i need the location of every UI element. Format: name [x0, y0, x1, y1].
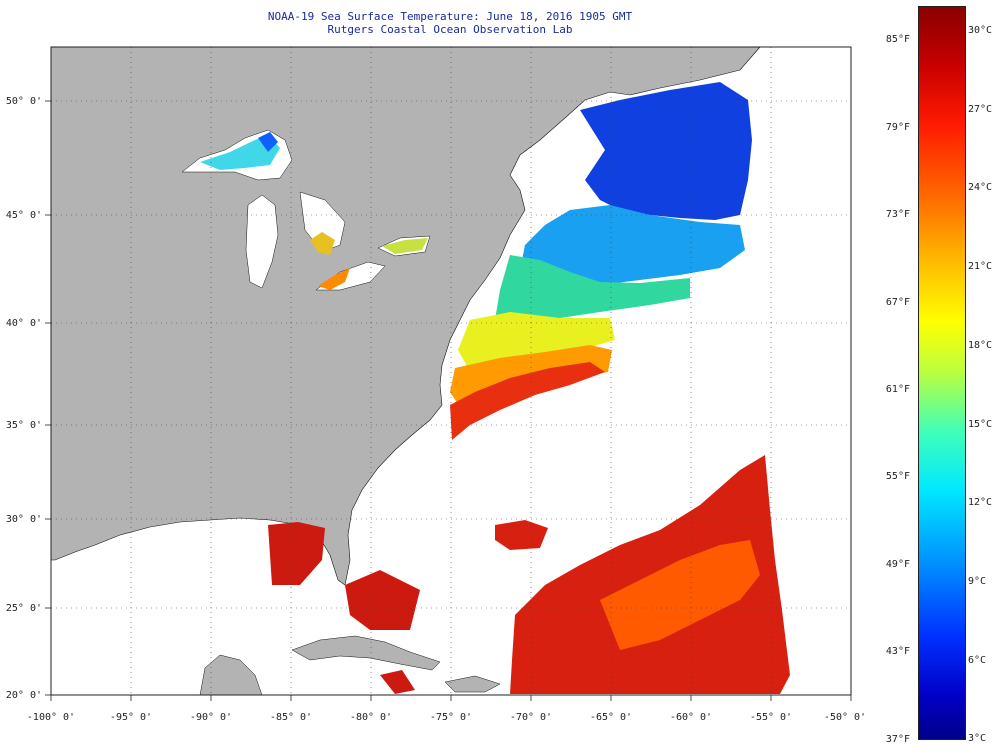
colorbar-c-label: 15°C	[968, 419, 993, 430]
lake-erie-sst	[318, 268, 350, 290]
colorbar-f-label: 49°F	[885, 559, 910, 570]
lat-label: 20° 0'	[6, 690, 42, 701]
land-north-america	[50, 46, 761, 586]
latitude-labels: 50° 0' 45° 0' 40° 0' 35° 0' 30° 0' 25° 0…	[6, 96, 42, 701]
longitude-labels: -100° 0' -95° 0' -90° 0' -85° 0' -80° 0'…	[27, 712, 866, 723]
sst-atlantic-patch	[495, 520, 548, 550]
lat-label: 45° 0'	[6, 210, 42, 221]
sst-blue-mid	[520, 205, 745, 285]
colorbar-f-label: 85°F	[885, 34, 910, 45]
colorbar-f-label: 37°F	[885, 734, 910, 745]
colorbar-c-label: 18°C	[968, 340, 993, 351]
map-subtitle: Rutgers Coastal Ocean Observation Lab	[327, 23, 573, 36]
lon-label: -60° 0'	[670, 712, 712, 723]
sst-gulf-patch	[268, 522, 325, 585]
lat-label: 50° 0'	[6, 96, 42, 107]
temperature-colorbar	[918, 6, 966, 740]
lon-label: -95° 0'	[110, 712, 152, 723]
colorbar-c-label: 9°C	[968, 576, 987, 587]
map-grid	[51, 47, 851, 695]
lake-michigan	[245, 194, 279, 289]
sst-caribbean-patch	[345, 570, 420, 630]
map-title: NOAA-19 Sea Surface Temperature: June 18…	[267, 10, 633, 23]
lake-superior-sst	[200, 135, 280, 170]
colorbar-f-label: 43°F	[885, 646, 910, 657]
sst-sargasso	[510, 455, 790, 694]
sst-cold-canada	[580, 82, 752, 220]
lon-label: -70° 0'	[510, 712, 552, 723]
sst-green-band	[495, 255, 690, 322]
lon-label: -65° 0'	[590, 712, 632, 723]
sst-yellow-band	[458, 312, 615, 368]
colorbar-f-label: 61°F	[885, 384, 910, 395]
colorbar-c-label: 24°C	[968, 182, 993, 193]
lon-label: -50° 0'	[824, 712, 866, 723]
lake-huron	[299, 191, 346, 253]
lat-label: 25° 0'	[6, 603, 42, 614]
colorbar-c-label: 6°C	[968, 655, 987, 666]
lon-label: -55° 0'	[750, 712, 792, 723]
sst-red-gulfstream	[450, 362, 605, 440]
colorbar-c-label: 12°C	[968, 497, 993, 508]
lake-michigan-sst	[310, 232, 335, 255]
sst-caribbean-south	[380, 670, 415, 694]
colorbar-f-label: 79°F	[885, 122, 910, 133]
lon-label: -85° 0'	[270, 712, 312, 723]
lon-label: -100° 0'	[27, 712, 75, 723]
land-cuba	[291, 635, 441, 671]
colorbar-f-label: 67°F	[885, 297, 910, 308]
lat-label: 40° 0'	[6, 318, 42, 329]
land-hispaniola	[444, 675, 501, 693]
lake-ontario-sst	[382, 238, 428, 254]
lat-label: 30° 0'	[6, 514, 42, 525]
colorbar-c-label: 30°C	[968, 25, 993, 36]
colorbar-f-label: 55°F	[885, 471, 910, 482]
colorbar-c-label: 27°C	[968, 104, 993, 115]
lake-superior-sst-cold	[258, 132, 278, 152]
map-ticks	[45, 100, 852, 701]
colorbar-f-label: 73°F	[885, 209, 910, 220]
colorbar-c-label: 21°C	[968, 261, 993, 272]
lon-label: -90° 0'	[190, 712, 232, 723]
colorbar-c-label: 3°C	[968, 733, 987, 744]
lon-label: -80° 0'	[350, 712, 392, 723]
sst-sargasso-orange	[600, 540, 760, 650]
lon-label: -75° 0'	[430, 712, 472, 723]
lat-label: 35° 0'	[6, 420, 42, 431]
